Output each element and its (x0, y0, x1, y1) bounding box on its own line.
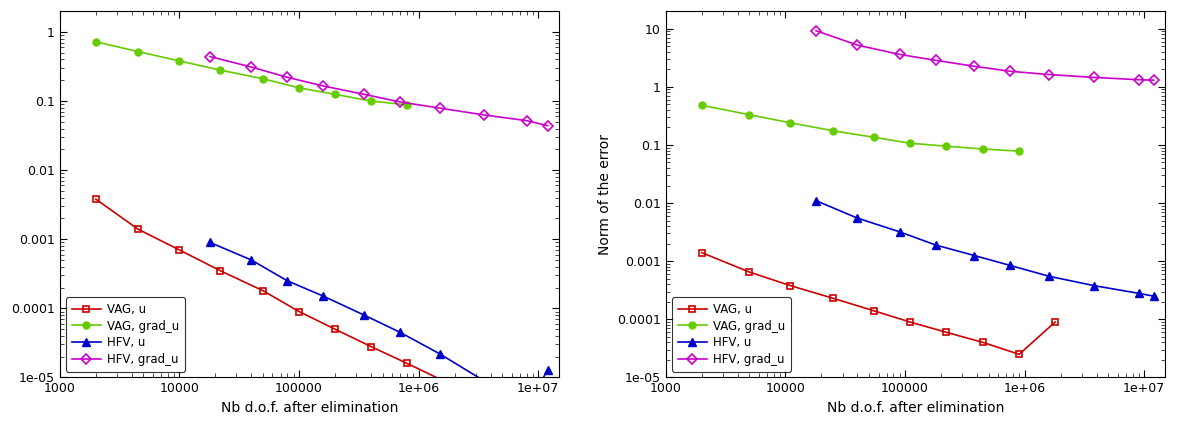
HFV, u (433, 351, 447, 357)
HFV, grad_u (540, 123, 555, 128)
Line: HFV, u: HFV, u (812, 197, 1158, 300)
HFV, grad_u (1042, 72, 1056, 77)
Line: HFV, grad_u: HFV, grad_u (813, 27, 1158, 83)
VAG, u (867, 308, 881, 314)
HFV, u (244, 257, 258, 262)
VAG, u (88, 197, 103, 202)
VAG, grad_u (131, 49, 145, 54)
VAG, grad_u (256, 76, 270, 81)
VAG, grad_u (214, 68, 228, 73)
VAG, grad_u (328, 92, 342, 97)
VAG, u (695, 250, 709, 255)
HFV, u (358, 313, 372, 318)
VAG, u (976, 340, 990, 345)
HFV, grad_u (519, 118, 533, 123)
HFV, u (393, 330, 407, 335)
VAG, grad_u (976, 147, 990, 152)
VAG, u (826, 296, 840, 301)
HFV, grad_u (809, 28, 824, 33)
HFV, grad_u (1087, 75, 1101, 80)
HFV, grad_u (316, 83, 330, 89)
VAG, grad_u (695, 103, 709, 108)
HFV, u (316, 294, 330, 299)
HFV, grad_u (358, 92, 372, 97)
VAG, grad_u (784, 120, 798, 125)
HFV, u (809, 198, 824, 203)
Line: VAG, grad_u: VAG, grad_u (699, 102, 1023, 155)
VAG, u (903, 320, 917, 325)
VAG, grad_u (826, 128, 840, 133)
HFV, u (540, 367, 555, 372)
VAG, u (291, 309, 306, 314)
HFV, grad_u (851, 43, 865, 48)
VAG, grad_u (1012, 149, 1027, 154)
VAG, grad_u (88, 39, 103, 44)
HFV, grad_u (892, 52, 906, 57)
HFV, grad_u (281, 75, 295, 80)
VAG, u (400, 361, 414, 366)
HFV, u (851, 216, 865, 221)
HFV, grad_u (393, 99, 407, 104)
HFV, u (1042, 274, 1056, 279)
HFV, u (1003, 263, 1017, 268)
HFV, u (1147, 294, 1161, 299)
VAG, grad_u (291, 85, 306, 90)
VAG, grad_u (903, 141, 917, 146)
VAG, u (1012, 352, 1027, 357)
VAG, grad_u (400, 102, 414, 107)
Line: VAG, u: VAG, u (92, 196, 446, 384)
HFV, u (281, 278, 295, 283)
HFV, grad_u (1147, 78, 1161, 83)
VAG, u (256, 288, 270, 293)
HFV, u (203, 240, 217, 245)
HFV, grad_u (433, 106, 447, 111)
HFV, u (1087, 283, 1101, 288)
VAG, u (363, 344, 378, 349)
HFV, u (892, 229, 906, 234)
Line: HFV, grad_u: HFV, grad_u (206, 53, 551, 129)
HFV, u (519, 406, 533, 412)
X-axis label: Nb d.o.f. after elimination: Nb d.o.f. after elimination (221, 401, 398, 415)
VAG, u (435, 378, 450, 383)
HFV, u (968, 253, 982, 258)
VAG, grad_u (742, 112, 756, 117)
VAG, u (1048, 320, 1062, 325)
Y-axis label: Norm of the error: Norm of the error (597, 134, 611, 255)
HFV, grad_u (929, 58, 943, 63)
VAG, u (131, 227, 145, 232)
HFV, u (477, 378, 491, 383)
HFV, grad_u (244, 64, 258, 69)
HFV, grad_u (203, 54, 217, 59)
VAG, grad_u (172, 58, 186, 63)
HFV, grad_u (1132, 77, 1146, 82)
VAG, u (939, 330, 953, 335)
VAG, grad_u (867, 135, 881, 140)
X-axis label: Nb d.o.f. after elimination: Nb d.o.f. after elimination (827, 401, 1004, 415)
Legend: VAG, u, VAG, grad_u, HFV, u, HFV, grad_u: VAG, u, VAG, grad_u, HFV, u, HFV, grad_u (66, 297, 185, 371)
VAG, u (784, 283, 798, 288)
Line: VAG, grad_u: VAG, grad_u (92, 38, 411, 108)
HFV, grad_u (1003, 69, 1017, 74)
HFV, u (1132, 291, 1146, 296)
Line: HFV, u: HFV, u (206, 239, 551, 413)
VAG, grad_u (363, 98, 378, 104)
VAG, u (214, 268, 228, 273)
VAG, u (328, 327, 342, 332)
VAG, u (172, 248, 186, 253)
VAG, u (742, 270, 756, 275)
HFV, u (929, 242, 943, 248)
Legend: VAG, u, VAG, grad_u, HFV, u, HFV, grad_u: VAG, u, VAG, grad_u, HFV, u, HFV, grad_u (671, 297, 792, 371)
Line: VAG, u: VAG, u (699, 249, 1058, 358)
HFV, grad_u (968, 64, 982, 69)
HFV, grad_u (477, 112, 491, 118)
VAG, grad_u (939, 144, 953, 149)
